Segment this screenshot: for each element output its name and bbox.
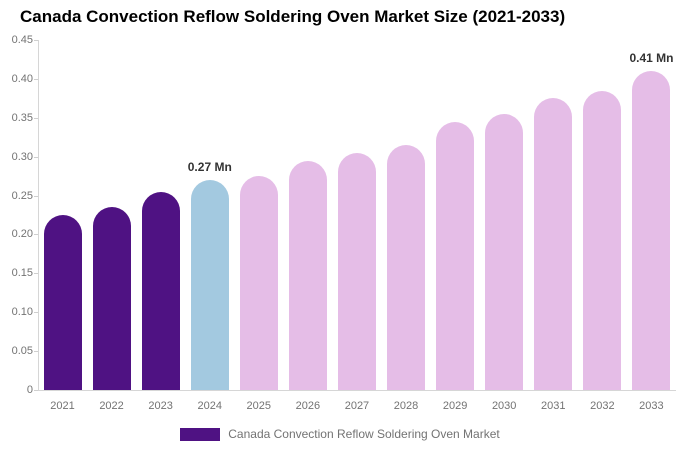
x-tick-label-2032: 2032 (590, 400, 615, 412)
y-tick-mark (34, 117, 38, 119)
bar-2024[interactable] (190, 180, 229, 390)
legend-label: Canada Convection Reflow Soldering Oven … (228, 427, 500, 441)
y-axis-line (38, 40, 39, 390)
y-tick-mark (34, 78, 38, 80)
bar-2022[interactable] (92, 207, 131, 390)
y-tick-label: 0 (26, 384, 33, 396)
legend-item[interactable]: Canada Convection Reflow Soldering Oven … (0, 426, 680, 442)
y-tick-mark (34, 351, 38, 353)
bar-2021[interactable] (43, 215, 82, 390)
x-tick-label-2029: 2029 (442, 400, 468, 412)
bar-value-label-2033: 0.41 Mn (629, 51, 674, 66)
y-tick-label: 0.40 (11, 72, 33, 85)
y-tick-mark (34, 234, 38, 236)
bar-2028[interactable] (387, 145, 426, 390)
bar-2033[interactable] (632, 71, 671, 390)
bar-2032[interactable] (583, 90, 622, 390)
y-tick-mark (34, 195, 38, 197)
y-tick-label: 0.20 (11, 228, 33, 241)
x-tick-label-2026: 2026 (295, 400, 321, 412)
x-tick-label-2025: 2025 (246, 400, 272, 412)
y-tick-label: 0.05 (11, 345, 33, 358)
y-tick-mark (34, 273, 38, 275)
bar-2026[interactable] (288, 160, 327, 390)
x-tick-label-2022: 2022 (99, 400, 124, 412)
y-tick-label: 0.45 (11, 34, 33, 46)
chart-title: Canada Convection Reflow Soldering Oven … (20, 7, 566, 26)
x-tick-label-2021: 2021 (50, 400, 75, 412)
legend-swatch (180, 427, 221, 441)
y-tick-label: 0.15 (11, 267, 33, 280)
bar-2023[interactable] (141, 191, 180, 390)
x-tick-label-2033: 2033 (639, 400, 664, 412)
x-tick-label-2023: 2023 (148, 400, 173, 412)
y-tick-label: 0.35 (11, 111, 33, 124)
bar-2025[interactable] (239, 176, 278, 390)
bar-value-label-2024: 0.27 Mn (187, 160, 232, 174)
y-tick-label: 0.25 (11, 189, 33, 202)
bar-2027[interactable] (338, 152, 376, 390)
x-tick-label-2028: 2028 (393, 400, 419, 412)
y-tick-mark (34, 156, 38, 158)
bar-2030[interactable] (485, 113, 524, 390)
x-axis-line (38, 390, 676, 391)
y-tick-mark (34, 312, 38, 314)
y-tick-mark (34, 390, 38, 391)
x-tick-label-2024: 2024 (197, 400, 222, 412)
x-tick-label-2031: 2031 (541, 400, 566, 412)
x-tick-label-2030: 2030 (491, 400, 517, 412)
y-tick-label: 0.10 (11, 306, 33, 319)
bar-2029[interactable] (436, 121, 475, 390)
y-tick-label: 0.30 (11, 150, 33, 163)
x-tick-label-2027: 2027 (344, 400, 370, 412)
y-tick-mark (34, 40, 38, 41)
bar-2031[interactable] (534, 98, 573, 390)
